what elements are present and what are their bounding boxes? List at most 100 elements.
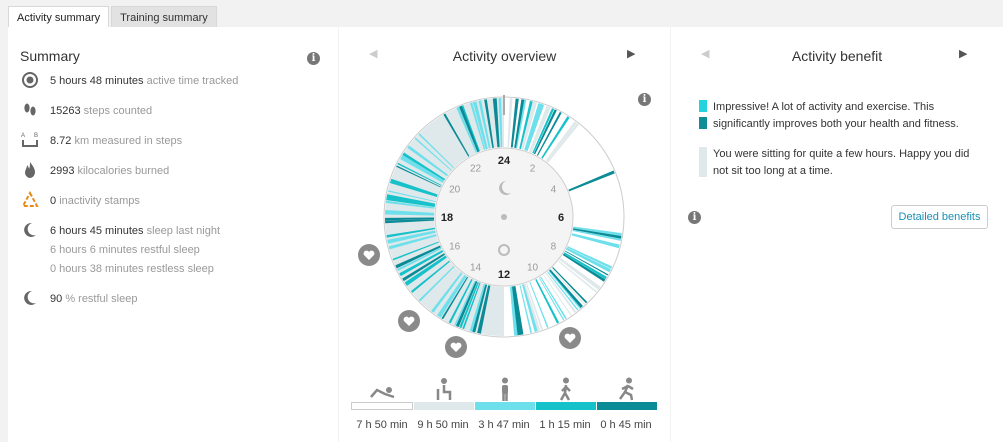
activity-segment <box>509 286 518 336</box>
hour-label: 2 <box>530 164 536 175</box>
activity-segment <box>504 98 623 336</box>
activity-segment <box>456 106 478 153</box>
heart-pin-icon[interactable] <box>445 336 467 358</box>
summary-title: Summary <box>20 48 80 64</box>
activity-segment <box>514 99 525 149</box>
activity-segment <box>572 228 622 239</box>
restless-sleep-detail: 0 hours 38 minutes restless sleep <box>50 263 214 275</box>
activity-swatch-dark <box>699 117 707 129</box>
inactivity-stamp-icon <box>20 190 40 210</box>
sitting-bar <box>414 402 474 410</box>
activity-segment <box>564 250 609 276</box>
activity-segment <box>414 137 452 171</box>
activity-segment <box>529 281 549 328</box>
activity-segment <box>519 285 532 334</box>
activity-segment <box>431 272 463 313</box>
activity-segment <box>400 155 445 183</box>
activity-segment <box>525 103 545 152</box>
running-bar <box>597 402 657 410</box>
sitting-icon <box>429 377 459 401</box>
restful-value: 90 <box>50 293 63 305</box>
activity-segment <box>391 173 439 194</box>
heart-pin-icon[interactable] <box>559 327 581 349</box>
activity-segment <box>511 286 521 336</box>
calories-value: 2993 <box>50 165 75 177</box>
overview-title: Activity overview <box>452 48 557 64</box>
restful-sleep-detail: 6 hours 6 minutes restful sleep <box>50 244 200 256</box>
tab-activity-summary[interactable]: Activity summary <box>8 6 110 28</box>
activity-segment <box>522 284 538 332</box>
activity-segment <box>433 273 464 315</box>
distance-value: 8.72 <box>50 135 72 147</box>
walking-icon <box>551 377 581 401</box>
activity-segment <box>385 200 435 209</box>
info-icon[interactable]: i <box>638 93 651 106</box>
activity-segment <box>548 270 581 309</box>
info-icon[interactable]: i <box>688 211 701 224</box>
activity-segment <box>385 215 435 218</box>
inactivity-label: inactivity stamps <box>59 195 140 207</box>
activity-segment <box>385 203 435 211</box>
sun-icon <box>498 244 510 256</box>
activity-segment <box>386 227 436 238</box>
timer-icon <box>20 70 40 90</box>
activity-segment <box>437 274 467 318</box>
summary-panel: Summary i 5 hours 48 minutes active time… <box>8 27 338 442</box>
activity-segment <box>568 170 615 192</box>
restful-label: % restful sleep <box>65 293 138 305</box>
activity-segment <box>416 134 454 170</box>
activity-segment <box>545 272 577 313</box>
activity-segment <box>547 271 579 311</box>
walking-duration: 1 h 15 min <box>539 419 591 431</box>
activity-segment <box>565 247 611 273</box>
activity-segment <box>395 245 441 269</box>
activity-segment <box>392 241 439 261</box>
activity-segment <box>515 99 527 149</box>
activity-segment <box>385 210 435 216</box>
activity-segment <box>519 100 533 150</box>
running-icon <box>612 377 642 401</box>
activity-segment <box>404 255 447 286</box>
activity-segment <box>558 260 598 293</box>
heart-pin-icon[interactable] <box>358 244 380 266</box>
activity-segment <box>462 282 481 330</box>
lying-bar <box>351 402 413 410</box>
activity-segment <box>552 267 588 304</box>
activity-segment <box>459 281 479 329</box>
activity-segment <box>533 109 557 155</box>
active-time-label: active time tracked <box>146 75 239 87</box>
activity-segment <box>402 151 446 181</box>
prev-arrow-icon[interactable]: ◀ <box>701 48 710 60</box>
activity-segment <box>541 116 570 159</box>
prev-arrow-icon[interactable]: ◀ <box>369 48 378 60</box>
dial-center <box>501 214 507 220</box>
next-arrow-icon[interactable]: ▶ <box>627 48 636 60</box>
tab-training-summary[interactable]: Training summary <box>111 6 217 28</box>
hour-label: 24 <box>498 155 511 167</box>
activity-segment <box>492 98 500 148</box>
activity-segment <box>532 108 555 154</box>
activity-segment <box>546 122 579 163</box>
heart-pin-icon[interactable] <box>398 310 420 332</box>
activity-segment <box>386 196 436 208</box>
running-duration: 0 h 45 min <box>600 419 652 431</box>
activity-segment <box>498 98 503 148</box>
activity-segment <box>523 283 541 332</box>
activity-segment <box>484 99 494 148</box>
tab-bar: Activity summary Training summary <box>8 6 217 28</box>
next-arrow-icon[interactable]: ▶ <box>959 48 968 60</box>
moon-icon <box>20 220 40 240</box>
info-icon[interactable]: i <box>307 52 320 65</box>
activity-segment <box>525 283 544 330</box>
steps-value: 15263 <box>50 105 81 117</box>
detailed-benefits-button[interactable]: Detailed benefits <box>891 205 988 229</box>
activity-segment <box>572 229 621 241</box>
activity-segment <box>454 280 476 326</box>
activity-segment <box>520 101 538 150</box>
activity-segment <box>443 113 470 157</box>
sleep-label: sleep last night <box>146 225 221 237</box>
activity-segment <box>387 193 436 204</box>
hour-label: 22 <box>470 164 482 175</box>
sitting-benefit-message: You were sitting for quite a few hours. … <box>713 148 970 177</box>
